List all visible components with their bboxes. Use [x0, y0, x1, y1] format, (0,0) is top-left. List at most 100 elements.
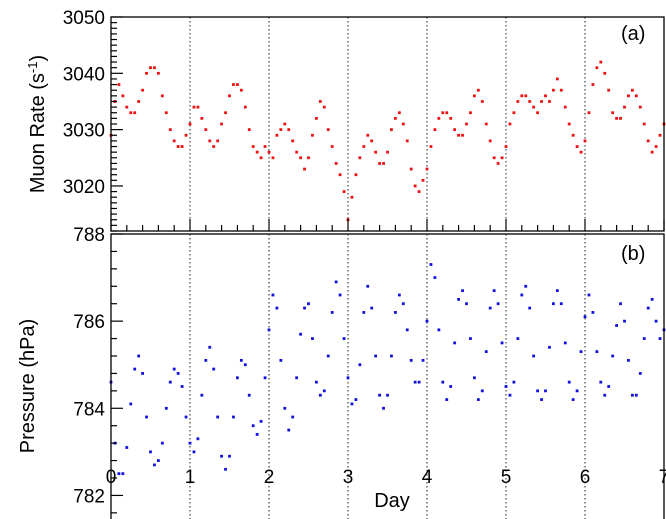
muon-point [243, 105, 247, 109]
muon-point [449, 116, 453, 120]
muon-y-ticks: 3020 3030 3040 3050 [63, 8, 665, 232]
pressure-point [299, 332, 302, 336]
muon-point [247, 128, 251, 132]
muon-point [208, 139, 212, 143]
pressure-point [386, 393, 389, 397]
muon-point [504, 145, 508, 148]
pressure-point [615, 324, 618, 327]
pressure-point [287, 428, 291, 432]
pressure-point [484, 350, 488, 354]
muon-point [196, 105, 200, 109]
pressure-point [619, 302, 622, 306]
pressure-point [172, 367, 176, 371]
pressure-point [508, 393, 512, 397]
pressure-point [544, 389, 547, 393]
muon-point [200, 116, 204, 120]
muon-point [607, 88, 611, 92]
pressure-point [216, 415, 220, 419]
pressure-point [607, 385, 611, 388]
muon-point [540, 100, 543, 103]
muon-point [552, 88, 555, 92]
muon-point [437, 116, 441, 120]
muon-point [634, 94, 638, 98]
pressure-ytick-label: 788 [73, 225, 105, 246]
pressure-point [180, 385, 184, 388]
pressure-point [184, 415, 188, 419]
muon-point [623, 105, 626, 109]
pressure-point [378, 393, 381, 397]
x-axis-title: Day [374, 490, 410, 512]
muon-point [315, 116, 318, 120]
pressure-point [271, 293, 275, 297]
pressure-point [611, 354, 615, 358]
pressure-point [449, 385, 453, 388]
pressure-point [342, 337, 346, 340]
muon-point [267, 150, 271, 154]
muon-point [145, 71, 148, 75]
muon-point [263, 145, 267, 148]
muon-point [524, 94, 528, 98]
muon-point [516, 100, 520, 103]
pressure-point [149, 450, 152, 454]
pressure-point [236, 376, 239, 380]
muon-point [638, 105, 642, 109]
pressure-point [627, 358, 630, 362]
muon-point [299, 156, 302, 160]
muon-point [334, 162, 338, 165]
muon-point [366, 133, 370, 137]
pressure-point [457, 297, 460, 301]
pressure-point [338, 293, 342, 297]
pressure-point [125, 446, 129, 449]
pressure-point [524, 284, 528, 288]
muon-point [496, 162, 500, 165]
muon-point [480, 100, 484, 103]
pressure-point [496, 302, 500, 306]
x-tick-label: 2 [264, 467, 275, 488]
muon-point [378, 162, 381, 165]
pressure-point [571, 398, 575, 401]
muon-point [413, 184, 417, 188]
pressure-point [437, 328, 441, 332]
muon-plot-frame [110, 16, 665, 232]
pressure-point [634, 393, 638, 397]
muon-point [295, 150, 299, 154]
pressure-point [433, 276, 437, 279]
pressure-point [295, 376, 299, 380]
muon-point [591, 83, 595, 86]
muon-point [453, 128, 457, 132]
pressure-point [263, 376, 267, 380]
muon-point [374, 150, 378, 154]
pressure-point [247, 393, 251, 397]
pressure-point [133, 367, 137, 371]
pressure-point [642, 337, 646, 340]
muon-point [563, 105, 567, 109]
muon-point [528, 100, 532, 103]
muon-point [390, 128, 393, 132]
pressure-point [129, 402, 133, 406]
pressure-point [232, 415, 235, 419]
muon-rate-panel: 3020 3030 3040 3050 (a) Muon Rate (s-1) [25, 8, 666, 232]
pressure-point [555, 289, 559, 293]
muon-point [631, 88, 634, 92]
pressure-point [603, 393, 607, 397]
pressure-point [421, 358, 425, 362]
pressure-point [204, 358, 208, 362]
pressure-point [330, 311, 334, 314]
pressure-point [228, 454, 231, 458]
muon-point [488, 139, 492, 143]
pressure-point [488, 306, 492, 310]
pressure-point [212, 367, 216, 371]
muon-point [433, 128, 437, 132]
pressure-point [350, 402, 354, 406]
muon-point [220, 122, 223, 126]
muon-point [429, 145, 433, 148]
pressure-point [650, 297, 654, 301]
pressure-point [326, 354, 330, 358]
pressure-point [516, 337, 520, 340]
x-tick-label: 3 [343, 467, 354, 488]
muon-point [532, 105, 536, 109]
muon-point [484, 122, 488, 126]
pressure-point [315, 380, 318, 384]
pressure-point [224, 467, 227, 471]
muon-point [291, 139, 295, 143]
